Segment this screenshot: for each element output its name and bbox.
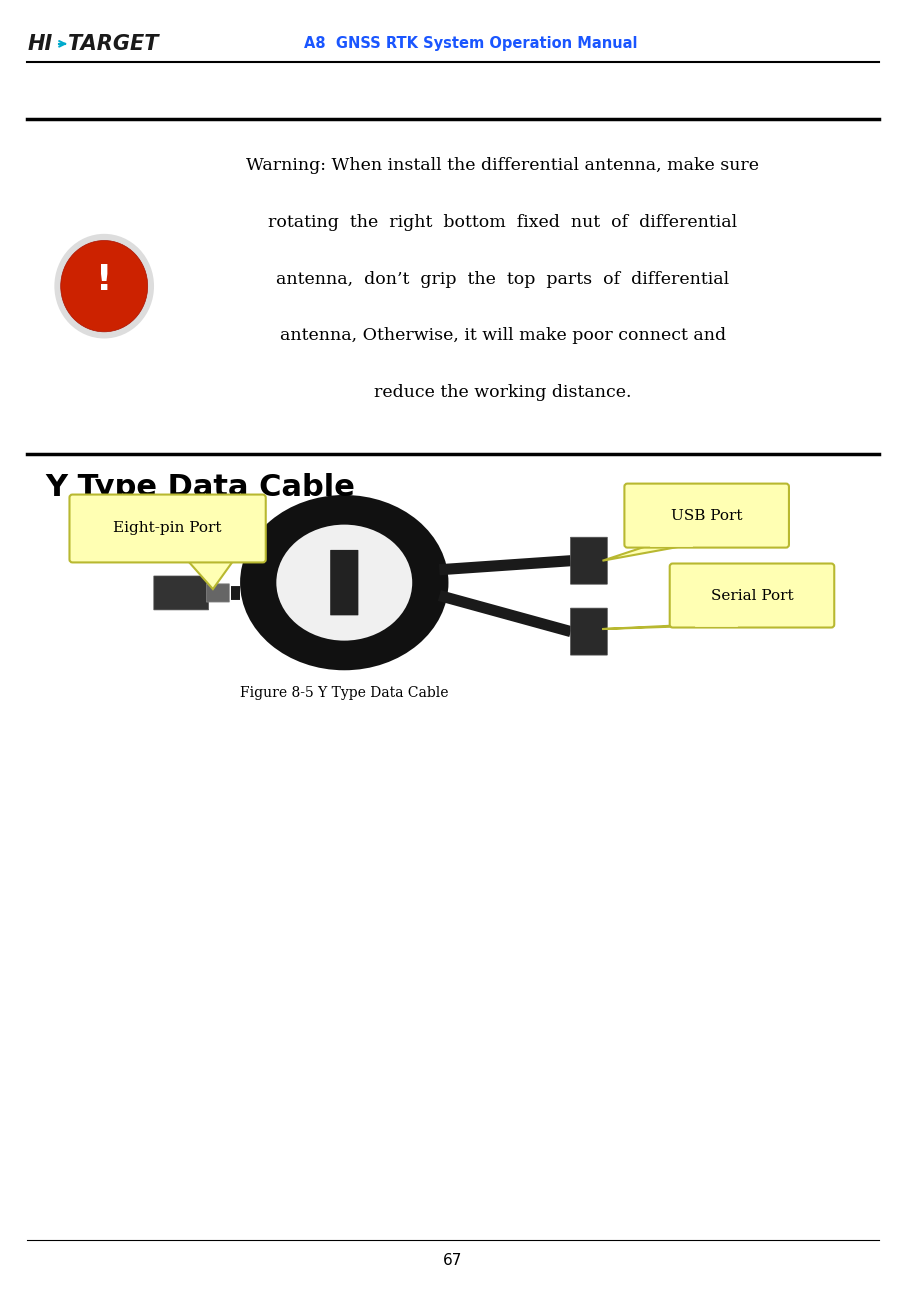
Text: Warning: When install the differential antenna, make sure: Warning: When install the differential a… [246, 157, 759, 174]
FancyBboxPatch shape [670, 563, 834, 628]
Text: antenna,  don’t  grip  the  top  parts  of  differential: antenna, don’t grip the top parts of dif… [276, 271, 729, 287]
FancyBboxPatch shape [70, 495, 265, 562]
Text: rotating  the  right  bottom  fixed  nut  of  differential: rotating the right bottom fixed nut of d… [268, 214, 737, 231]
Text: TARGET: TARGET [68, 34, 159, 54]
Polygon shape [602, 624, 736, 629]
Polygon shape [187, 559, 234, 589]
Text: 67: 67 [443, 1253, 463, 1268]
FancyBboxPatch shape [207, 584, 229, 602]
FancyBboxPatch shape [624, 483, 789, 548]
FancyBboxPatch shape [571, 538, 607, 584]
Text: !: ! [96, 263, 112, 296]
Text: Serial Port: Serial Port [710, 589, 794, 602]
Text: Figure 8-5 Y Type Data Cable: Figure 8-5 Y Type Data Cable [240, 687, 448, 700]
FancyBboxPatch shape [154, 576, 208, 610]
Text: Eight-pin Port: Eight-pin Port [113, 522, 222, 535]
Ellipse shape [276, 525, 412, 641]
Polygon shape [602, 545, 691, 561]
FancyBboxPatch shape [330, 550, 359, 615]
Ellipse shape [54, 233, 154, 339]
Text: USB Port: USB Port [671, 509, 742, 522]
FancyBboxPatch shape [571, 608, 607, 655]
Text: reduce the working distance.: reduce the working distance. [374, 384, 631, 401]
Ellipse shape [240, 495, 448, 670]
Text: Y Type Data Cable: Y Type Data Cable [45, 473, 355, 501]
Text: HI: HI [27, 34, 53, 54]
Text: A8  GNSS RTK System Operation Manual: A8 GNSS RTK System Operation Manual [304, 36, 638, 52]
Ellipse shape [61, 241, 148, 331]
Text: antenna, Otherwise, it will make poor connect and: antenna, Otherwise, it will make poor co… [280, 327, 726, 344]
